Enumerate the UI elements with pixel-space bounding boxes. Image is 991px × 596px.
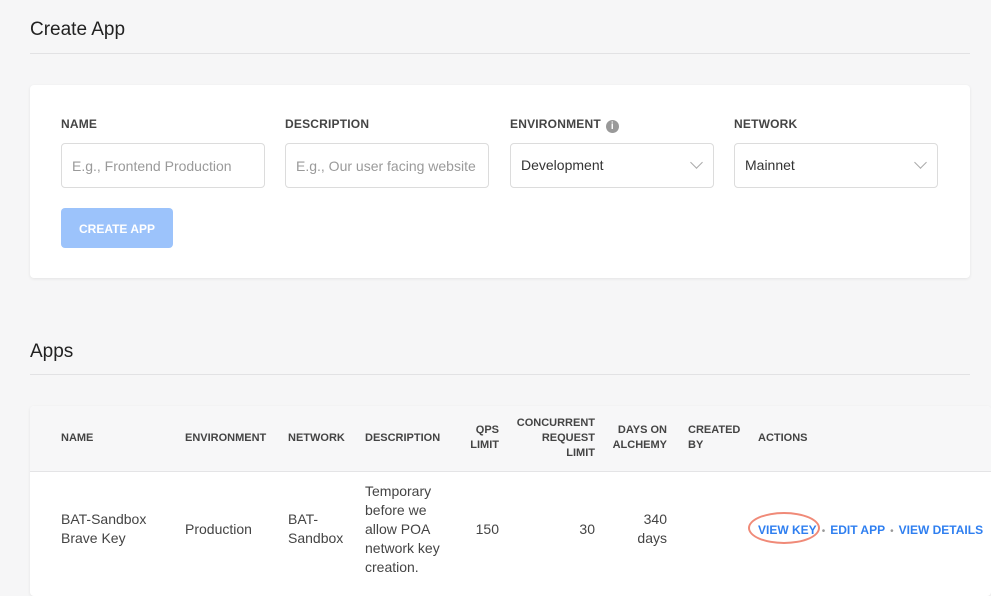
app-description: Temporary before we allow POA network key cr… [365,482,440,577]
description-input[interactable] [285,143,489,188]
environment-value: Development [521,157,604,173]
table-header [30,406,991,472]
network-select[interactable]: Mainnet [734,143,938,188]
col-text: BY [688,439,704,451]
col-text: DAYS ON [617,424,667,436]
cell-text: BAT- [288,511,319,527]
environment-label: ENVIRONMENT i [510,117,619,133]
divider [30,374,970,375]
col-text: CONCURRENT [516,417,595,429]
col-text: ALCHEMY [612,439,667,451]
col-text: LIMIT [566,447,595,459]
description-label: DESCRIPTION [285,117,370,131]
info-icon[interactable]: i [605,120,619,133]
name-input[interactable] [61,143,265,188]
app-concurrent-limit: 30 [579,521,595,537]
col-days-on-alchemy: DAYS ON ALCHEMY [613,423,667,453]
cell-text: days [637,530,667,546]
environment-label-text: ENVIRONMENT [510,117,601,131]
view-details-link[interactable]: VIEW DETAILS [898,523,984,537]
col-qps-limit: QPS LIMIT [470,423,499,453]
col-text: QPS [475,424,499,436]
edit-app-link[interactable]: EDIT APP [830,523,886,537]
create-app-card: NAME DESCRIPTION ENVIRONMENT i NETWORK De… [30,85,970,278]
network-value: Mainnet [745,157,795,173]
col-text: CREATED [688,424,741,436]
col-concurrent-limit: CONCURRENT REQUEST LIMIT [517,416,595,461]
cell-text: 340 [643,511,667,527]
cell-text: creation. [365,559,419,575]
divider [30,53,970,54]
col-created-by: CREATED BY [688,423,740,453]
app-qps-limit: 150 [475,521,499,537]
col-name: NAME [61,432,94,444]
apps-heading: Apps [30,341,74,362]
app-days: 340 days [637,510,667,548]
cell-text: Sandbox [288,530,344,546]
separator: • [890,526,894,537]
network-label: NETWORK [734,117,798,131]
app-environment: Production [185,521,252,537]
chevron-down-icon [914,156,927,169]
app-name: BAT-Sandbox Brave Key [61,510,146,548]
cell-text: Brave Key [61,530,126,546]
cell-text: before we [365,502,427,518]
col-actions: ACTIONS [758,432,808,444]
cell-text: Temporary [365,483,432,499]
col-text: REQUEST [541,432,595,444]
cell-text: network key [365,540,440,556]
highlight-circle [748,512,820,544]
separator: • [821,526,826,537]
name-label: NAME [61,117,98,131]
cell-text: allow POA [365,521,431,537]
col-network: NETWORK [288,432,345,444]
col-environment: ENVIRONMENT [185,432,267,444]
create-app-heading: Create App [30,19,126,40]
col-text: LIMIT [470,439,499,451]
create-app-button[interactable]: CREATE APP [61,208,173,248]
environment-select[interactable]: Development [510,143,714,188]
cell-text: BAT-Sandbox [61,511,147,527]
chevron-down-icon [690,156,703,169]
col-description: DESCRIPTION [365,432,441,444]
app-network: BAT- Sandbox [288,510,343,548]
apps-table: NAME ENVIRONMENT NETWORK DESCRIPTION QPS… [30,406,991,596]
